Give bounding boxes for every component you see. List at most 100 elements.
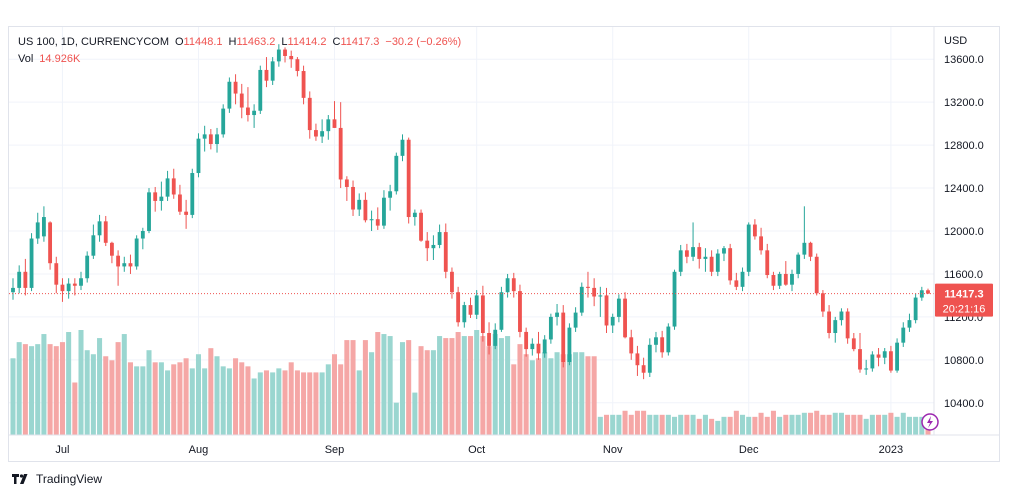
candle: [845, 308, 850, 344]
replay-clock-icon[interactable]: [921, 413, 939, 431]
chart-frame[interactable]: [8, 26, 1000, 462]
candle-body: [790, 273, 794, 285]
candle-body: [678, 250, 683, 272]
candle: [820, 290, 825, 317]
y-tick-label: 11600.0: [944, 269, 983, 281]
volume-bar: [189, 368, 195, 435]
volume-bar: [288, 362, 294, 435]
candle: [888, 345, 893, 373]
candle: [524, 327, 529, 357]
candle: [722, 246, 726, 262]
candle-body: [110, 242, 114, 256]
volume-bar: [783, 414, 789, 435]
candle: [548, 313, 553, 344]
candle: [301, 65, 306, 105]
y-tick-label: 10400.0: [944, 398, 984, 410]
candle-body: [270, 61, 275, 81]
candle-body: [375, 219, 380, 226]
close-label: C: [332, 36, 341, 48]
candle-body: [827, 311, 831, 333]
volume-bar: [869, 414, 875, 435]
candle: [808, 241, 813, 262]
candle-body: [536, 343, 541, 354]
volume-bar: [486, 346, 492, 435]
volume-bar: [375, 332, 381, 435]
candle-body: [456, 292, 461, 323]
symbol-label[interactable]: US 100, 1D, CURRENCYCOM: [18, 36, 169, 48]
low-value: 11414.2: [287, 36, 327, 48]
candle-body: [23, 271, 28, 288]
volume-bar: [449, 338, 455, 435]
volume-bar: [622, 410, 628, 435]
volume-bar: [665, 414, 671, 435]
candle: [870, 351, 875, 372]
candle: [567, 323, 572, 366]
price-badge[interactable]: 11417.3 20:21:16: [935, 283, 993, 317]
volume-bar: [270, 372, 276, 435]
candle-body: [654, 337, 658, 345]
candle: [239, 83, 244, 119]
candle: [41, 206, 46, 242]
candle: [728, 243, 733, 285]
volume-bar: [529, 360, 535, 435]
candle-body: [103, 221, 108, 243]
candle: [901, 322, 906, 347]
open-value: 11448.1: [183, 36, 223, 48]
candle: [431, 235, 436, 260]
candle-body: [722, 248, 726, 254]
candle: [134, 235, 139, 270]
volume-bar: [634, 410, 640, 435]
candle-body: [122, 263, 127, 267]
volume-bar: [863, 418, 869, 435]
candle: [678, 244, 683, 277]
volume-bar: [542, 352, 548, 435]
x-tick-label: 2023: [879, 444, 903, 456]
candle: [709, 250, 714, 277]
volume-bar: [894, 416, 900, 435]
candle-body: [777, 273, 782, 286]
candle: [586, 271, 590, 298]
volume-bar: [406, 340, 412, 435]
candle-body: [190, 173, 195, 215]
candle-body: [796, 254, 801, 274]
open-label: O: [174, 36, 184, 48]
volume-legend[interactable]: Vol 14.926K: [18, 53, 80, 65]
candle: [610, 313, 615, 333]
volume-bar: [684, 414, 690, 435]
volume-bar: [78, 330, 84, 435]
volume-bar: [245, 366, 251, 435]
volume-bar: [455, 332, 461, 435]
volume-bar: [165, 370, 171, 435]
volume-bar: [307, 372, 313, 435]
high-label: H: [228, 36, 237, 48]
candle-body: [684, 250, 689, 257]
candle-body: [548, 316, 553, 340]
candle-body: [344, 179, 349, 187]
candle: [759, 227, 763, 255]
low-label: L: [281, 36, 288, 48]
candle-body: [511, 278, 516, 292]
candle-body: [926, 290, 930, 294]
candle: [357, 193, 362, 216]
candle-body: [746, 224, 751, 272]
volume-label: Vol: [18, 53, 34, 65]
candle: [858, 333, 862, 373]
candle-body: [295, 59, 300, 72]
candle-body: [647, 344, 652, 373]
candle: [54, 256, 59, 294]
candle: [103, 215, 108, 247]
candle-body: [60, 284, 65, 292]
candle-body: [196, 138, 201, 174]
y-tick-label: 13200.0: [944, 97, 984, 109]
candle-body: [357, 199, 362, 210]
y-tick-label: 12800.0: [944, 140, 984, 152]
candle-body: [598, 295, 603, 297]
candle: [456, 286, 461, 327]
change-value: −30.2 (−0.26%): [385, 36, 462, 48]
candle: [233, 74, 238, 105]
volume-bar: [331, 354, 338, 435]
candle: [60, 278, 65, 302]
candle-body: [431, 244, 436, 249]
candle: [592, 278, 597, 307]
